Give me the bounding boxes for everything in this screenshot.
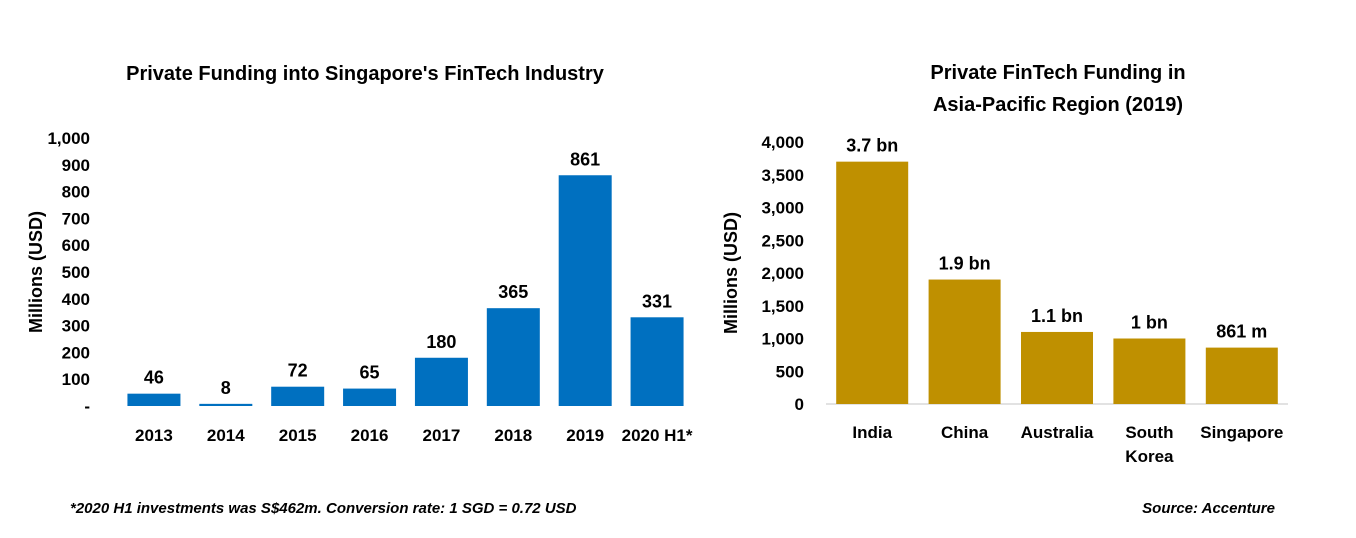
data-label: 365	[498, 282, 528, 302]
y-tick-label: 3,000	[761, 199, 804, 218]
footnote-conversion: *2020 H1 investments was S$462m. Convers…	[70, 500, 577, 517]
data-label: 861	[570, 149, 600, 169]
bar	[1113, 338, 1186, 404]
chart-title-line-2: Asia-Pacific Region (2019)	[933, 94, 1183, 116]
y-tick-label: 1,000	[47, 129, 90, 148]
data-label: 861 m	[1216, 322, 1267, 342]
x-tick-label: 2020 H1*	[622, 426, 693, 445]
bar	[1205, 347, 1278, 404]
data-label: 46	[144, 368, 164, 388]
x-tick-label: India	[852, 423, 892, 442]
data-label: 1.1 bn	[1031, 306, 1083, 326]
x-tick-label: 2017	[423, 426, 461, 445]
y-tick-label: 1,500	[761, 297, 804, 316]
data-label: 331	[642, 291, 672, 311]
footnote-source: Source: Accenture	[1142, 500, 1275, 517]
y-tick-label: 3,500	[761, 166, 804, 185]
y-tick-label: 0	[795, 395, 804, 414]
bar	[127, 393, 181, 406]
x-tick-label: 2014	[207, 426, 245, 445]
x-tick-label: China	[941, 423, 989, 442]
y-axis-label: Millions (USD)	[721, 212, 741, 334]
y-tick-label: 2,000	[761, 264, 804, 283]
y-tick-label: 4,000	[761, 133, 804, 152]
chart-title-line-1: Private FinTech Funding in	[930, 62, 1185, 84]
x-tick-label: Singapore	[1200, 423, 1283, 442]
data-label: 180	[426, 332, 456, 352]
y-tick-label: 500	[62, 263, 90, 282]
chart-2: Private FinTech Funding in Asia-Pacific R…	[721, 62, 1288, 466]
y-tick-label: 500	[776, 362, 804, 381]
bar	[928, 279, 1001, 404]
data-label: 1 bn	[1131, 313, 1168, 333]
y-tick-label: 300	[62, 317, 90, 336]
x-tick-label: 2018	[494, 426, 532, 445]
y-tick-label: 400	[62, 290, 90, 309]
bar	[558, 175, 612, 406]
y-tick-label: 2,500	[761, 231, 804, 250]
data-label: 65	[360, 363, 380, 383]
chart-1: Private Funding into Singapore's FinTech…	[26, 63, 693, 445]
x-tick-label: Australia	[1021, 423, 1094, 442]
data-label: 1.9 bn	[939, 254, 991, 274]
y-axis-label: Millions (USD)	[26, 211, 46, 333]
y-tick-label: 100	[62, 370, 90, 389]
x-tick-label: 2016	[351, 426, 389, 445]
x-tick-label: 2019	[566, 426, 604, 445]
y-tick-label: 900	[62, 156, 90, 175]
y-tick-label: 700	[62, 209, 90, 228]
x-tick-label: South	[1125, 423, 1173, 442]
data-label: 8	[221, 378, 231, 398]
data-label: 3.7 bn	[846, 136, 898, 156]
bar	[1021, 331, 1093, 404]
bar	[271, 386, 325, 406]
bar	[486, 308, 540, 406]
bar	[414, 357, 468, 406]
x-tick-label: 2013	[135, 426, 173, 445]
chart-title: Private Funding into Singapore's FinTech…	[126, 63, 605, 85]
y-tick-label: 1,000	[761, 330, 804, 349]
data-label: 72	[288, 361, 308, 381]
bar	[343, 388, 397, 406]
bar	[199, 403, 253, 406]
y-tick-label: 600	[62, 236, 90, 255]
x-tick-label: Korea	[1125, 447, 1174, 466]
y-tick-label: 800	[62, 183, 90, 202]
bar	[630, 317, 684, 406]
x-tick-label: 2015	[279, 426, 317, 445]
y-tick-label: 200	[62, 343, 90, 362]
y-tick-label: -	[84, 397, 90, 416]
bar	[836, 161, 909, 404]
